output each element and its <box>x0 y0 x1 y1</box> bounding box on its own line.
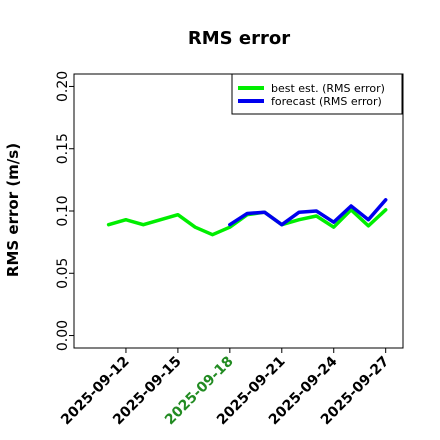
x-axis-ticks: 2025-09-122025-09-152025-09-182025-09-21… <box>58 348 393 428</box>
y-axis-ticks: 0.00 0.05 0.10 0.15 0.20 <box>55 71 74 351</box>
y-tick-label: 0.00 <box>55 320 71 351</box>
y-tick-label: 0.05 <box>55 258 71 289</box>
legend-label: forecast (RMS error) <box>271 95 382 108</box>
legend: best est. (RMS error)forecast (RMS error… <box>231 73 403 115</box>
y-tick-label: 0.15 <box>55 133 71 164</box>
legend-box <box>231 73 403 115</box>
y-tick-label: 0.20 <box>55 71 71 102</box>
y-tick-label: 0.10 <box>55 195 71 226</box>
legend-label: best est. (RMS error) <box>271 82 385 95</box>
series-line-forecast <box>228 198 388 227</box>
chart-title: RMS error <box>188 28 290 49</box>
y-axis-label: RMS error (m/s) <box>4 143 22 277</box>
data-series <box>106 198 388 237</box>
